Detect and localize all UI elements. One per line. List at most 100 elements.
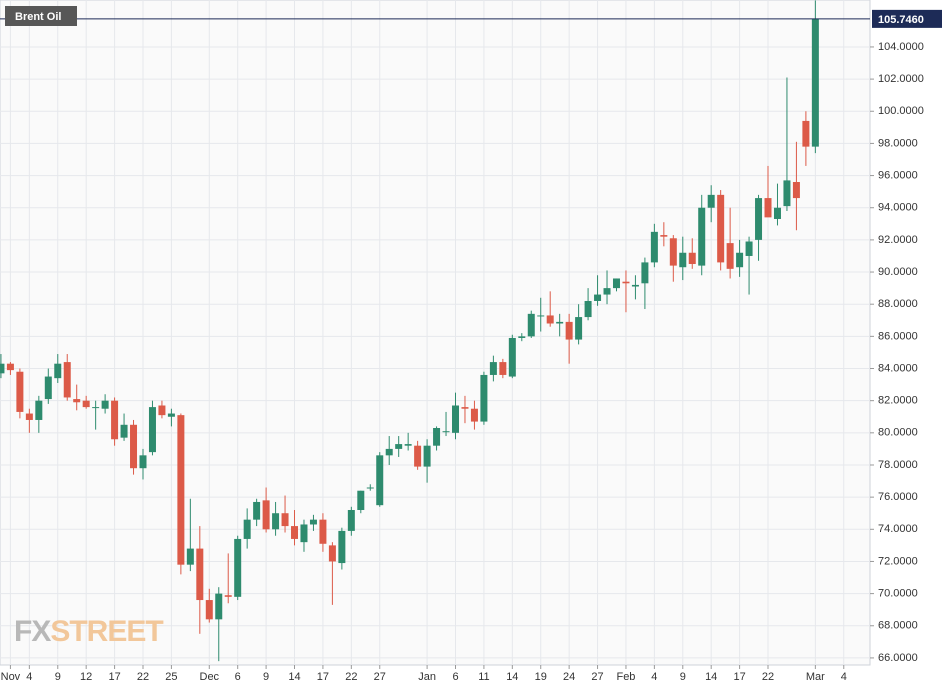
candle-body xyxy=(489,362,497,375)
x-tick-label: 19 xyxy=(535,671,547,683)
y-tick-label: 68.0000 xyxy=(878,620,918,632)
candle-body xyxy=(508,337,516,377)
candle-body xyxy=(272,513,280,530)
candle-body xyxy=(120,424,128,438)
candle-body xyxy=(669,238,677,266)
candle-body xyxy=(783,180,791,207)
x-tick-label: 4 xyxy=(651,671,657,683)
candle-body xyxy=(433,428,441,446)
candle-body xyxy=(537,315,545,317)
x-tick-label: 9 xyxy=(263,671,269,683)
candle-body xyxy=(726,243,734,269)
candle-body xyxy=(347,510,355,531)
candle-body xyxy=(82,400,90,408)
candle-body xyxy=(688,252,696,265)
candle-body xyxy=(527,313,535,337)
candle-body xyxy=(404,444,412,446)
x-tick-label: 22 xyxy=(762,671,774,683)
x-tick-label: 4 xyxy=(841,671,847,683)
candle-body xyxy=(631,284,639,287)
candle-body xyxy=(480,374,488,422)
y-tick-label: 72.0000 xyxy=(878,555,918,567)
x-tick-label: 14 xyxy=(705,671,717,683)
candle-body xyxy=(148,407,156,453)
candle-body xyxy=(366,487,374,489)
candle-body xyxy=(54,363,62,379)
x-tick-label: Mar xyxy=(806,671,825,683)
candle-body xyxy=(470,408,478,422)
candle-body xyxy=(423,445,431,467)
candle-body xyxy=(63,362,71,398)
candle-body xyxy=(546,315,554,324)
candle-body xyxy=(584,300,592,318)
candle-body xyxy=(603,288,611,295)
x-tick-label: 24 xyxy=(563,671,575,683)
x-tick-label: 17 xyxy=(317,671,329,683)
candle-body xyxy=(205,600,213,620)
candle-body xyxy=(92,407,100,409)
candle-body xyxy=(660,235,668,237)
y-tick-label: 86.0000 xyxy=(878,330,918,342)
last-price-label: 105.7460 xyxy=(878,14,924,26)
legend-label: Brent Oil xyxy=(15,11,61,23)
candle-body xyxy=(262,500,270,530)
candle-body xyxy=(177,415,185,565)
legend-box xyxy=(5,6,77,26)
y-tick-label: 82.0000 xyxy=(878,395,918,407)
candle-body xyxy=(518,336,526,338)
candle-body xyxy=(755,198,763,240)
x-tick-label: Feb xyxy=(616,671,635,683)
candle-body xyxy=(565,321,573,340)
x-tick-label: Dec xyxy=(200,671,220,683)
candle-body xyxy=(224,595,232,597)
candle-body xyxy=(717,194,725,263)
x-tick-label: 22 xyxy=(345,671,357,683)
y-tick-label: 66.0000 xyxy=(878,652,918,664)
candle-body xyxy=(111,400,119,440)
y-tick-label: 96.0000 xyxy=(878,169,918,181)
candle-body xyxy=(764,198,772,218)
y-tick-label: 80.0000 xyxy=(878,427,918,439)
x-tick-label: 6 xyxy=(235,671,241,683)
candle-body xyxy=(357,490,365,511)
candle-body xyxy=(622,281,630,284)
x-tick-label: Nov xyxy=(1,671,21,683)
y-tick-label: 90.0000 xyxy=(878,266,918,278)
y-tick-label: 92.0000 xyxy=(878,234,918,246)
x-tick-label: 9 xyxy=(680,671,686,683)
candle-body xyxy=(158,405,166,416)
candle-body xyxy=(25,413,33,420)
candle-body xyxy=(44,376,52,400)
x-tick-label: 22 xyxy=(137,671,149,683)
candle-body xyxy=(101,400,109,409)
candle-body xyxy=(575,317,583,340)
candle-body xyxy=(612,278,620,289)
watermark: FXSTREET xyxy=(14,615,163,648)
candle-body xyxy=(594,294,602,301)
candle-body xyxy=(499,362,507,375)
x-tick-label: 17 xyxy=(108,671,120,683)
candle-body xyxy=(641,262,649,284)
x-tick-label: 14 xyxy=(288,671,300,683)
candle-body xyxy=(395,444,403,449)
y-tick-label: 104.0000 xyxy=(878,41,924,53)
x-tick-label: 11 xyxy=(478,671,489,683)
candle-body xyxy=(300,524,308,543)
y-tick-label: 100.0000 xyxy=(878,105,924,117)
candle-body xyxy=(234,538,242,597)
candle-body xyxy=(35,400,43,420)
x-tick-label: Jan xyxy=(418,671,436,683)
x-tick-label: 6 xyxy=(452,671,458,683)
candle-body xyxy=(130,424,138,469)
candle-body xyxy=(16,371,24,412)
y-tick-label: 76.0000 xyxy=(878,491,918,503)
watermark-prefix: FX xyxy=(14,615,51,648)
candle-body xyxy=(802,120,810,147)
x-tick-label: 25 xyxy=(165,671,177,683)
y-tick-label: 74.0000 xyxy=(878,523,918,535)
x-tick-label: 4 xyxy=(26,671,32,683)
y-tick-label: 94.0000 xyxy=(878,202,918,214)
candle-body xyxy=(328,545,336,562)
x-tick-label: 12 xyxy=(80,671,92,683)
